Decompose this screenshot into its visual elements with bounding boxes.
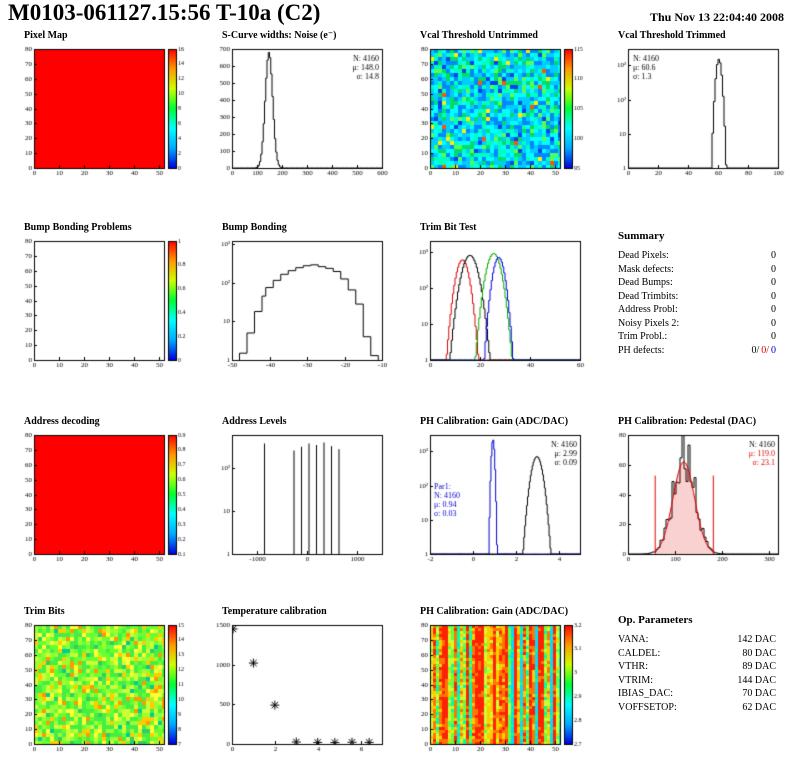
op-parameter-value: 142 DAC <box>737 634 776 645</box>
chart-cell-vcal-untrimmed: Vcal Threshold Untrimmed <box>404 30 600 202</box>
chart-title: Bump Bonding Problems <box>24 222 132 233</box>
op-parameter-row: VTHR: 89 DAC <box>618 660 776 674</box>
ph-gain-hist-canvas <box>404 429 590 569</box>
chart-title: PH Calibration: Gain (ADC/DAC) <box>420 606 569 617</box>
summary-row-value: 0 <box>771 304 776 315</box>
chart-cell-scurve-noise: S-Curve widths: Noise (e⁻) <box>206 30 402 202</box>
chart-title: Bump Bonding <box>222 222 287 233</box>
op-parameter-value: 70 DAC <box>742 688 776 699</box>
summary-row-value: 0 <box>771 331 776 342</box>
bump-bonding-canvas <box>206 235 392 375</box>
chart-cell-trim-bits-map: Trim Bits <box>8 606 204 778</box>
bump-bonding-problems-canvas <box>8 235 194 375</box>
address-decoding-canvas <box>8 429 194 569</box>
summary-row-ph-defects: PH defects: 0/0/0 <box>618 344 776 358</box>
summary-row-value: 0 <box>771 250 776 261</box>
ph-defects-black: 0/ <box>751 344 760 356</box>
chart-cell-pixel-map: Pixel Map <box>8 30 204 202</box>
op-parameters-title: Op. Parameters <box>618 614 693 626</box>
op-parameter-label: VTRIM: <box>618 674 653 686</box>
op-parameter-row: IBIAS_DAC: 70 DAC <box>618 687 776 701</box>
chart-title: Trim Bit Test <box>420 222 477 233</box>
page-title: M0103-061127.15:56 T-10a (C2) <box>8 0 321 25</box>
summary-row: Mask defects: 0 <box>618 263 776 277</box>
op-parameter-row: VANA: 142 DAC <box>618 633 776 647</box>
op-parameter-value: 89 DAC <box>742 661 776 672</box>
summary-row-label: Dead Bumps: <box>618 277 673 288</box>
ph-gain-map-canvas <box>404 619 590 759</box>
address-levels-canvas <box>206 429 392 569</box>
summary-panel: Summary Dead Pixels: 0 Mask defects: 0 Dea… <box>602 222 796 394</box>
vcal-threshold-trimmed-canvas <box>602 43 788 183</box>
trim-bits-map-canvas <box>8 619 194 759</box>
summary-row-label: Dead Pixels: <box>618 250 669 261</box>
op-parameter-label: VOFFSETOP: <box>618 701 677 713</box>
summary-row-label: Noisy Pixels 2: <box>618 317 680 329</box>
op-parameter-row: VTRIM: 144 DAC <box>618 674 776 688</box>
chart-cell-ph-pedestal: PH Calibration: Pedestal (DAC) <box>602 416 796 588</box>
op-parameter-label: VANA: <box>618 634 649 645</box>
summary-row: Noisy Pixels 2: 0 <box>618 317 776 331</box>
chart-title: Vcal Threshold Trimmed <box>618 30 726 41</box>
vcal-threshold-untrimmed-canvas <box>404 43 590 183</box>
summary-row-value: 0 <box>771 290 776 302</box>
summary-row-value: 0 <box>771 277 776 288</box>
ph-defects-red: 0/ <box>761 344 769 356</box>
pixel-map-canvas <box>8 43 194 183</box>
op-parameter-value: 80 DAC <box>742 647 776 659</box>
chart-cell-address-decoding: Address decoding <box>8 416 204 588</box>
op-parameter-value: 144 DAC <box>737 674 776 686</box>
summary-row-value: 0 <box>771 317 776 329</box>
chart-cell-temperature-calibration: Temperature calibration <box>206 606 402 778</box>
chart-title: Address Levels <box>222 416 287 427</box>
op-parameter-label: CALDEL: <box>618 647 661 659</box>
summary-row: Dead Trimbits: 0 <box>618 290 776 304</box>
trim-bit-test-canvas <box>404 235 590 375</box>
timestamp: Thu Nov 13 22:04:40 2008 <box>649 10 784 24</box>
chart-cell-bump-bonding-problems: Bump Bonding Problems <box>8 222 204 394</box>
summary-row: Address Probl: 0 <box>618 303 776 317</box>
summary-row: Dead Bumps: 0 <box>618 276 776 290</box>
op-parameter-row: VOFFSETOP: 62 DAC <box>618 701 776 715</box>
summary-row: Trim Probl.: 0 <box>618 330 776 344</box>
chart-cell-ph-gain-hist: PH Calibration: Gain (ADC/DAC) <box>404 416 600 588</box>
summary-row-label: Mask defects: <box>618 263 674 275</box>
summary-row-label: Address Probl: <box>618 304 678 315</box>
chart-cell-trim-bit-test: Trim Bit Test <box>404 222 600 394</box>
summary-row-value: 0 <box>771 263 776 275</box>
summary-title: Summary <box>618 230 665 242</box>
chart-title: Address decoding <box>24 416 100 427</box>
summary-row: Dead Pixels: 0 <box>618 249 776 263</box>
chart-cell-vcal-trimmed: Vcal Threshold Trimmed <box>602 30 796 202</box>
op-parameter-label: IBIAS_DAC: <box>618 688 674 699</box>
chart-title: Trim Bits <box>24 606 65 617</box>
chart-title: PH Calibration: Pedestal (DAC) <box>618 416 757 427</box>
chart-title: Vcal Threshold Untrimmed <box>420 30 538 41</box>
summary-row-label: Dead Trimbits: <box>618 290 679 302</box>
chart-cell-ph-gain-map: PH Calibration: Gain (ADC/DAC) <box>404 606 600 778</box>
op-parameter-value: 62 DAC <box>742 701 776 713</box>
op-parameters-panel: Op. Parameters VANA: 142 DAC CALDEL: 80 DA… <box>602 606 796 778</box>
ph-defects-values: 0/0/0 <box>749 344 776 358</box>
summary-row-label: PH defects: <box>618 344 665 356</box>
summary-row-label: Trim Probl.: <box>618 331 668 342</box>
chart-title: S-Curve widths: Noise (e⁻) <box>222 30 337 41</box>
chart-title: Temperature calibration <box>222 606 327 617</box>
chart-title: Pixel Map <box>24 30 68 41</box>
scurve-noise-canvas <box>206 43 392 183</box>
op-parameter-row: CALDEL: 80 DAC <box>618 647 776 661</box>
temperature-calibration-canvas <box>206 619 392 759</box>
chart-cell-bump-bonding: Bump Bonding <box>206 222 402 394</box>
ph-pedestal-canvas <box>602 429 788 569</box>
op-parameter-label: VTHR: <box>618 661 648 672</box>
chart-cell-address-levels: Address Levels <box>206 416 402 588</box>
ph-defects-blue: 0 <box>771 344 776 356</box>
chart-title: PH Calibration: Gain (ADC/DAC) <box>420 416 569 427</box>
